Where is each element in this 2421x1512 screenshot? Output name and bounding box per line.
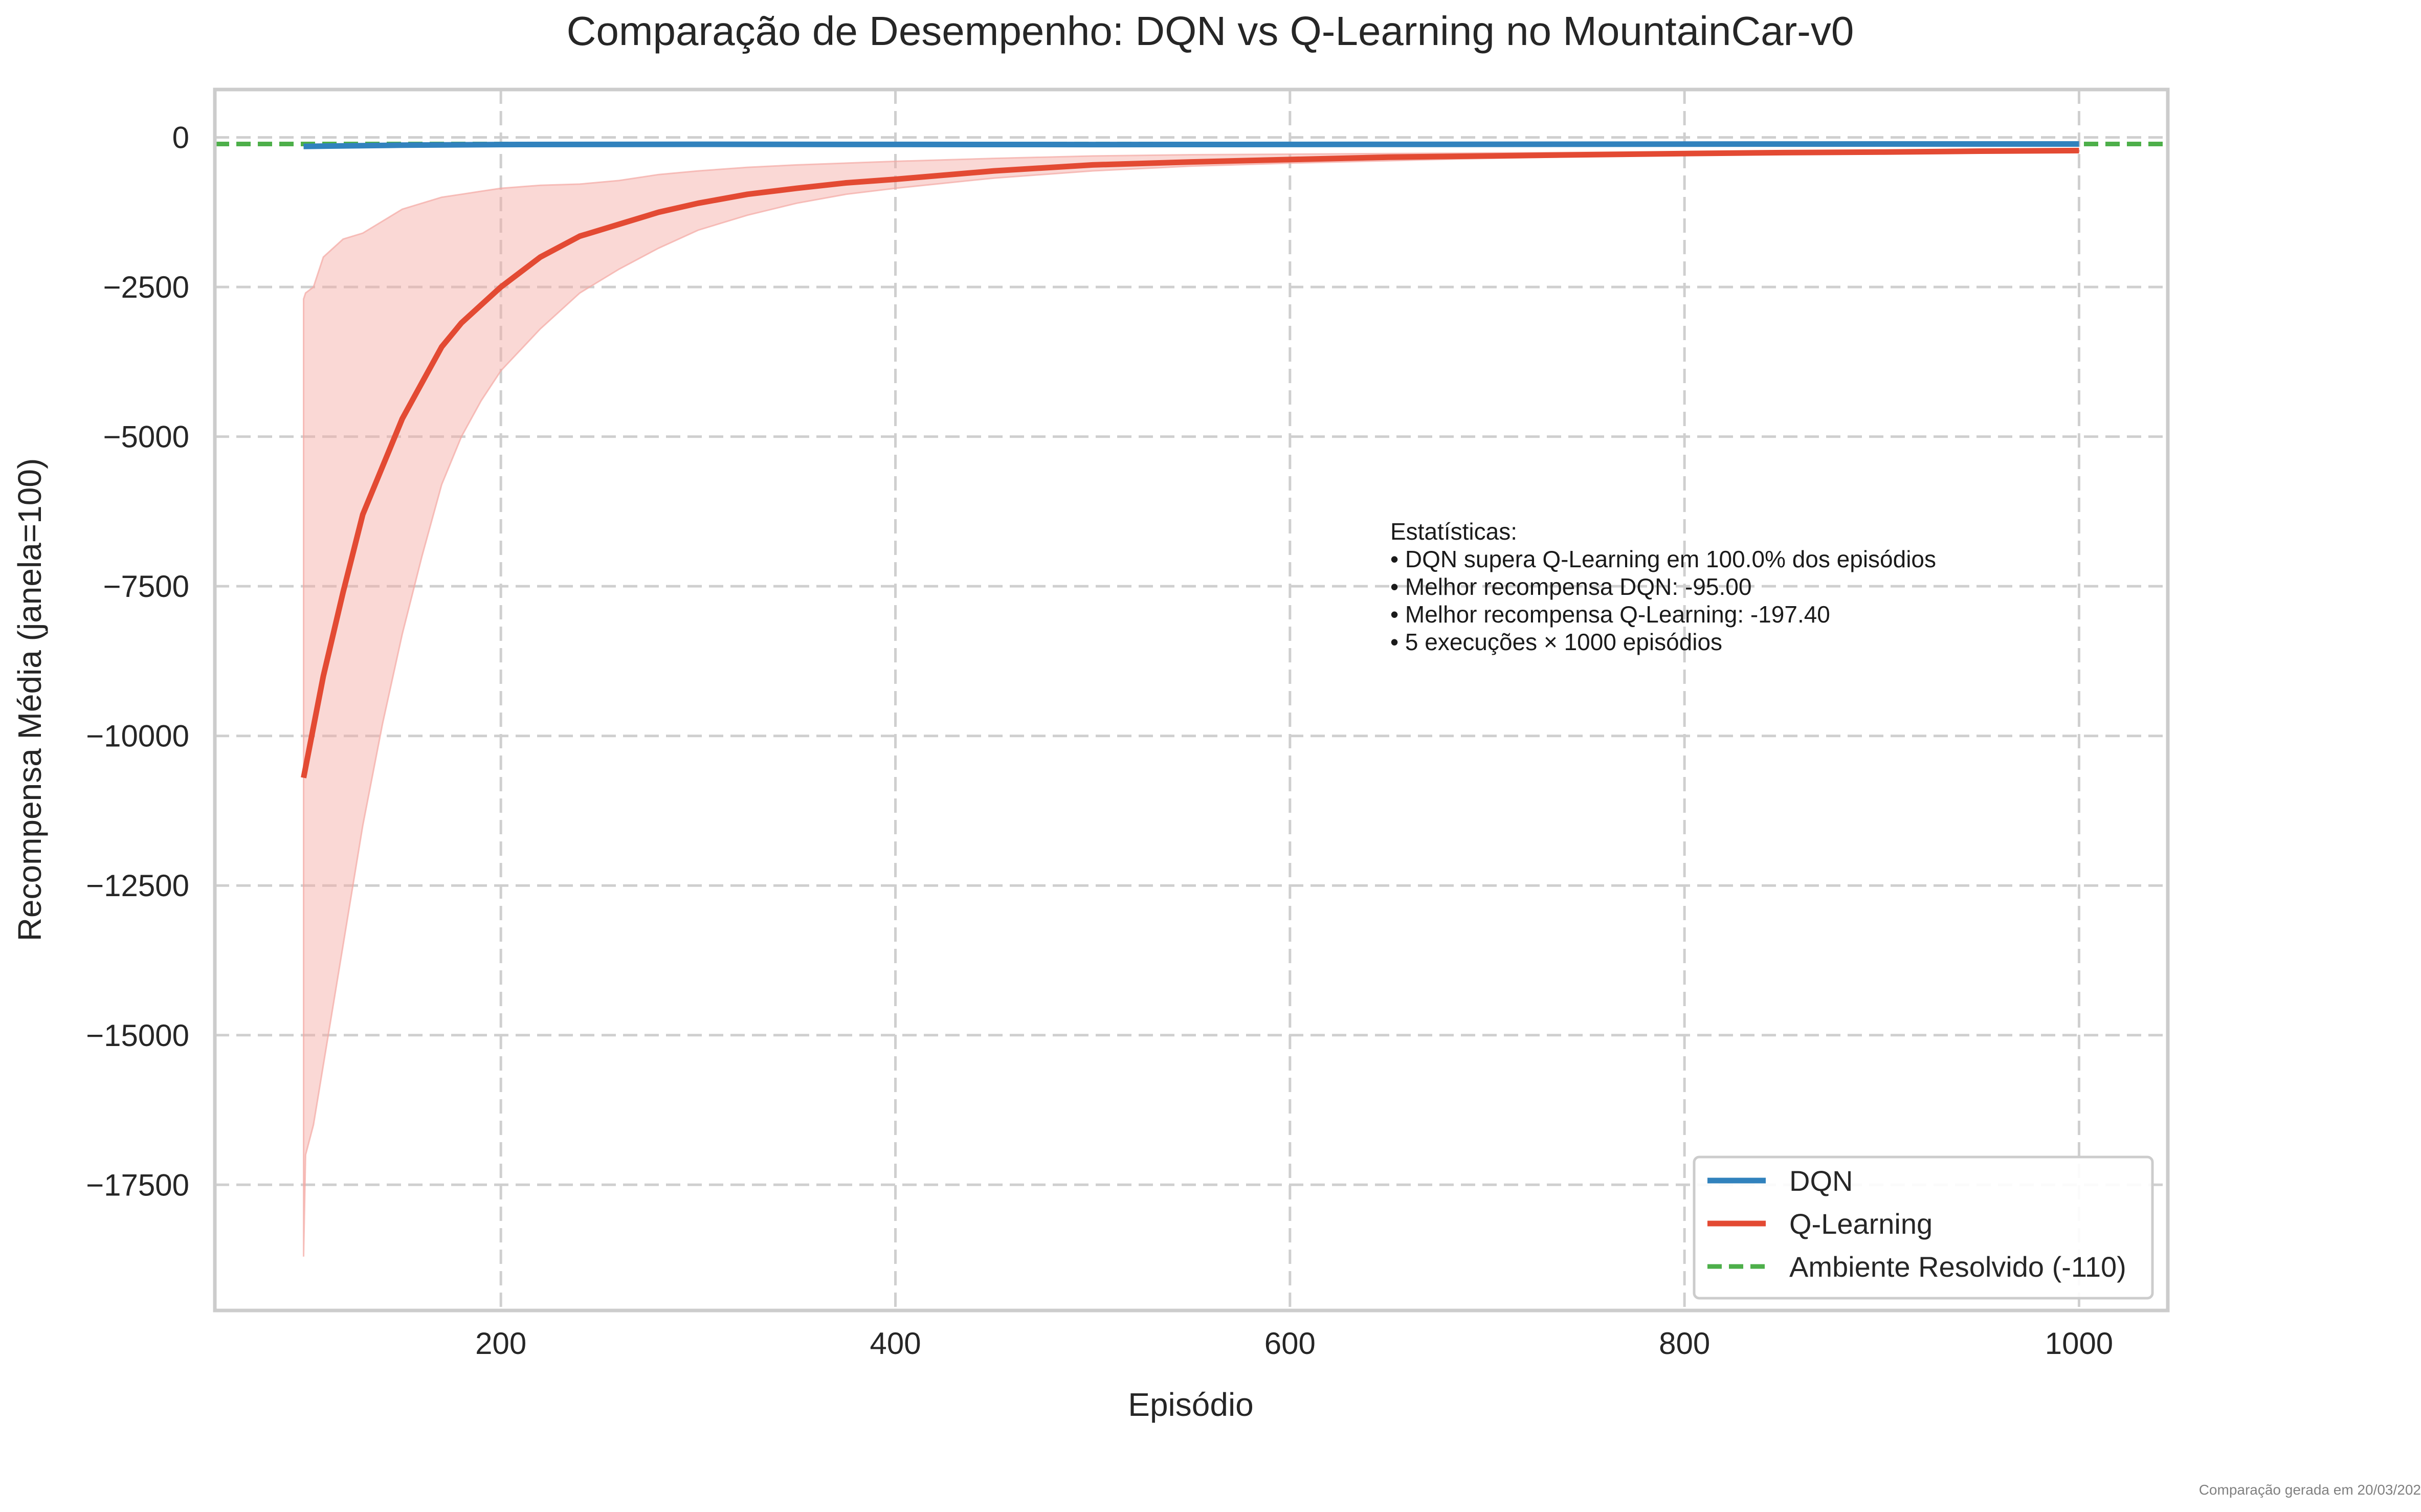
y-tick-label-4: −10000 [86,719,189,753]
series-group [215,141,2168,779]
q-learning-line [301,147,2079,779]
stats-line-3: • Melhor recompensa Q-Learning: -197.40 [1390,601,1830,628]
x-tick-label-800: 800 [1659,1326,1710,1361]
legend-label-q-learning: Q-Learning [1789,1208,1933,1240]
y-tick-label-2: −5000 [103,420,189,454]
legend: DQN Q-Learning Ambiente Resolvido (-110) [1693,1155,2154,1300]
stats-line-1: • DQN supera Q-Learning em 100.0% dos ep… [1390,546,1936,572]
y-tick-label-6: −15000 [86,1018,189,1053]
plot-frame [213,87,2170,1313]
y-tick-label-0: 0 [172,121,189,155]
statistics-box: Estatísticas: • DQN supera Q-Learning em… [1390,518,1936,655]
x-tick-label-400: 400 [870,1326,921,1361]
y-axis-label: Recompensa Média (janela=100) [11,458,48,942]
grid [215,90,2168,1310]
y-tick-label-5: −12500 [86,869,189,903]
y-tick-label-1: −2500 [103,270,189,304]
chart-title: Comparação de Desempenho: DQN vs Q-Learn… [567,8,1854,54]
x-tick-label-200: 200 [475,1326,526,1361]
dqn-line [303,141,2079,149]
y-tick-label-7: −17500 [86,1168,189,1202]
stats-line-4: • 5 execuções × 1000 episódios [1390,629,1722,655]
legend-label-solved: Ambiente Resolvido (-110) [1789,1251,2126,1283]
stats-line-2: • Melhor recompensa DQN: -95.00 [1390,573,1751,600]
x-tick-label-600: 600 [1264,1326,1316,1361]
legend-box [1693,1155,2154,1300]
y-tick-label-3: −7500 [103,569,189,604]
stats-title: Estatísticas: [1390,518,1517,545]
tick-labels: 200 400 600 800 1000 0 −2500 −5000 −7500 −10000 −1… [86,121,2113,1361]
footer-note: Comparação gerada em 20/03/202 [2199,1482,2421,1498]
x-axis-label: Episódio [1128,1386,1254,1423]
legend-label-dqn: DQN [1789,1165,1853,1197]
x-tick-label-1000: 1000 [2045,1326,2113,1361]
